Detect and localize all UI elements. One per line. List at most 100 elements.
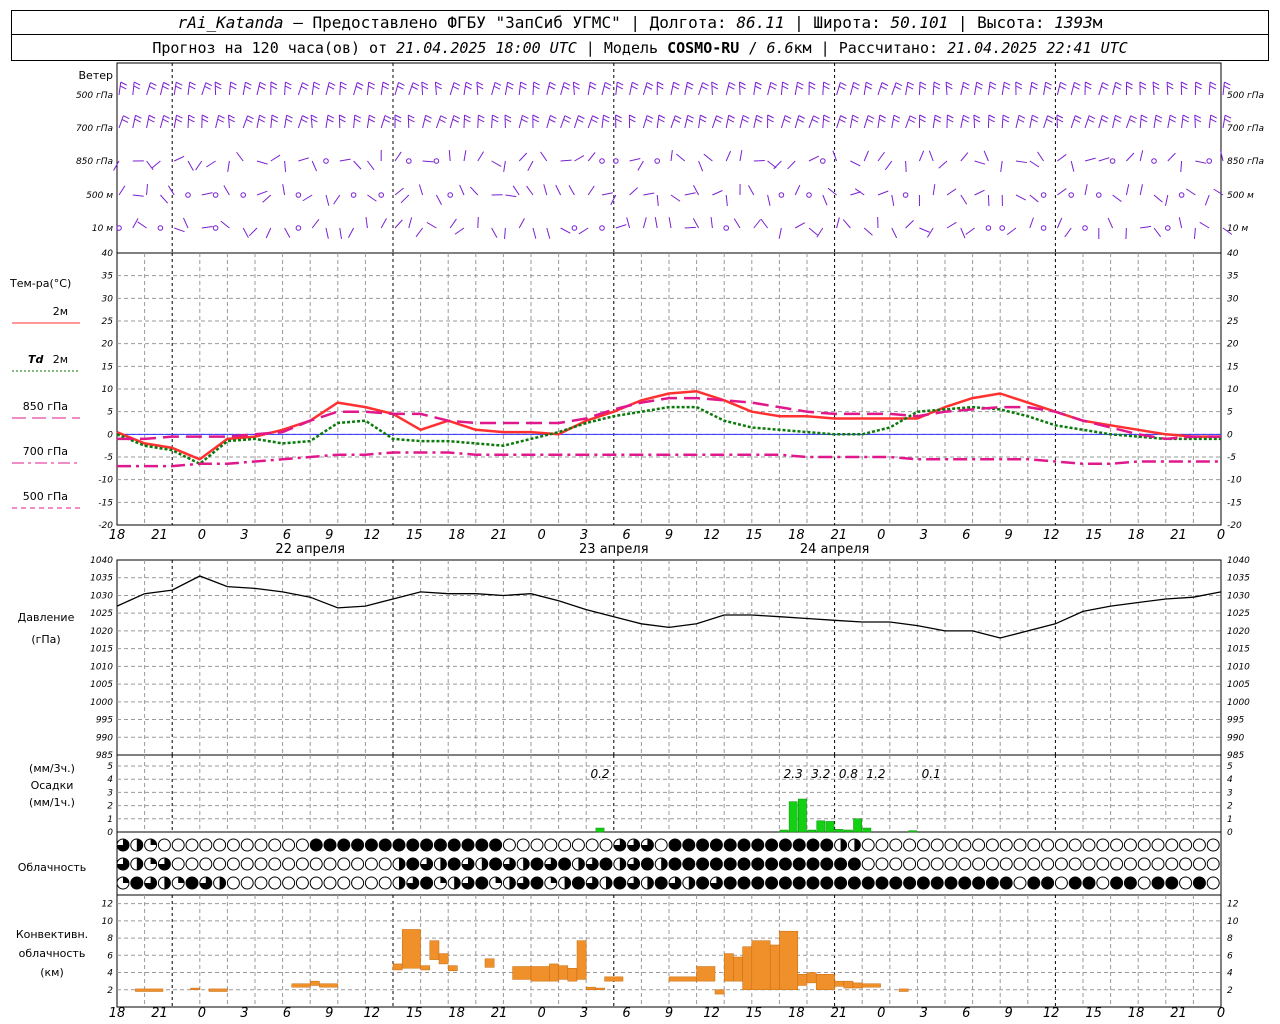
header-line-2: Прогноз на 120 часа(ов) от 21.04.2025 18…: [11, 34, 1269, 61]
wind-barb: [877, 115, 881, 129]
wind-barb-feather: [894, 85, 901, 90]
cloud-circle: [792, 857, 806, 871]
wind-barb-feather: [729, 81, 736, 86]
wind-barb-feather: [962, 118, 969, 123]
cloud-circle: [571, 838, 585, 852]
wind-barb: [918, 81, 921, 96]
wind-barb: [1140, 225, 1152, 229]
cloud-fill: [399, 858, 405, 870]
series-t700: [117, 451, 1221, 468]
wind-barb: [426, 221, 437, 229]
wind-barb: [1166, 81, 1169, 96]
wind-barb-feather: [504, 114, 512, 119]
cloud-symbol: [1082, 876, 1096, 890]
wind-barb-feather: [840, 115, 847, 120]
wind-barb-feather: [1047, 115, 1054, 120]
temp-x-tick: 15: [406, 528, 423, 543]
cloud-symbol: [130, 857, 144, 871]
cloud-circle: [378, 876, 392, 890]
wind-barb: [753, 219, 762, 229]
wind-barb: [891, 82, 897, 96]
wind-barb: [974, 160, 986, 165]
wind-barb-feather: [782, 81, 789, 86]
conv-x-tick: 9: [1005, 1006, 1013, 1021]
wind-barb-feather: [549, 118, 556, 123]
wind-barb-feather: [1074, 115, 1082, 120]
wind-barb-feather: [783, 118, 791, 123]
legend-label: 2м: [53, 353, 68, 366]
wind-barb: [642, 217, 647, 229]
precip-tick-right: 3: [1227, 788, 1233, 798]
precip-bar: [595, 827, 605, 833]
cloud-symbol: [282, 876, 296, 890]
wind-barb-feather: [797, 118, 804, 123]
cloud-circle: [972, 876, 986, 890]
wind-barb-feather: [988, 118, 995, 123]
cloud-symbol: [475, 838, 489, 852]
wind-barb-feather: [339, 114, 346, 119]
cloud-circle: [199, 857, 213, 871]
precip-amount-label: 1.2: [866, 767, 885, 781]
wind-barb: [739, 115, 744, 129]
wind-barb: [118, 82, 122, 96]
cloud-circle: [985, 857, 999, 871]
cloud-fill: [136, 858, 143, 870]
temp-x-tick: 12: [703, 528, 720, 543]
wind-barb: [1178, 217, 1183, 229]
conv-x-tick: 9: [665, 1006, 673, 1021]
cloud-symbol: [213, 876, 227, 890]
wind-barb: [310, 115, 313, 129]
precip-tick-left: 0: [107, 828, 113, 838]
wind-barb-feather: [1152, 81, 1160, 86]
cloud-symbol: [213, 838, 227, 852]
wind-barb-feather: [533, 85, 540, 90]
wind-barb-feather: [1166, 81, 1174, 86]
conv-x-tick: 0: [1217, 1006, 1225, 1021]
conv-bar: [438, 953, 449, 965]
model-label: Модель: [603, 39, 659, 57]
cloud-symbol: [185, 876, 199, 890]
wind-barb: [1084, 115, 1090, 129]
wind-barb-feather: [162, 118, 169, 123]
cloud-circle: [1110, 857, 1124, 871]
wind-barb: [884, 160, 893, 171]
wind-barb-feather: [492, 114, 499, 119]
cloud-fill: [117, 839, 129, 851]
cloud-circle: [157, 838, 171, 852]
wind-barb-feather: [1209, 81, 1217, 86]
cloud-fill: [454, 877, 461, 889]
conv-x-tick: 21: [491, 1006, 508, 1021]
legend-label: 500 гПа: [23, 490, 68, 503]
cloud-circle: [530, 838, 544, 852]
conv-bar: [135, 988, 164, 992]
cloud-symbol: [1151, 876, 1165, 890]
cloud-fill: [462, 877, 474, 889]
wind-barb: [794, 82, 798, 96]
calm-marker: [406, 158, 412, 164]
legend-label: 2м: [53, 305, 68, 318]
wind-barb-feather: [163, 114, 170, 119]
legend-prefix: Td: [28, 353, 44, 366]
cloud-symbol: [847, 838, 861, 852]
cloud-symbol: [861, 876, 875, 890]
wind-barb-feather: [1031, 118, 1038, 123]
cloud-symbol: [1110, 876, 1124, 890]
cloud-symbol: [544, 857, 558, 871]
cloud-symbol: [1179, 857, 1193, 871]
cloud-fill: [136, 839, 143, 851]
wind-barb: [1152, 81, 1155, 96]
wind-barb-feather: [1101, 85, 1108, 90]
cloud-symbol: [351, 876, 365, 890]
series-t850: [117, 396, 1221, 441]
wind-barb: [195, 160, 203, 171]
cloud-symbol: [1192, 857, 1206, 871]
wind-barb-feather: [1032, 114, 1039, 119]
wind-barb-feather: [919, 85, 927, 90]
wind-barb: [339, 227, 342, 239]
cloud-circle: [930, 857, 944, 871]
wind-barb-feather: [327, 118, 334, 123]
wind-barb: [526, 185, 534, 196]
cloud-symbol: [654, 876, 668, 890]
wind-barb: [477, 114, 479, 129]
conv-x-tick: 0: [877, 1006, 885, 1021]
